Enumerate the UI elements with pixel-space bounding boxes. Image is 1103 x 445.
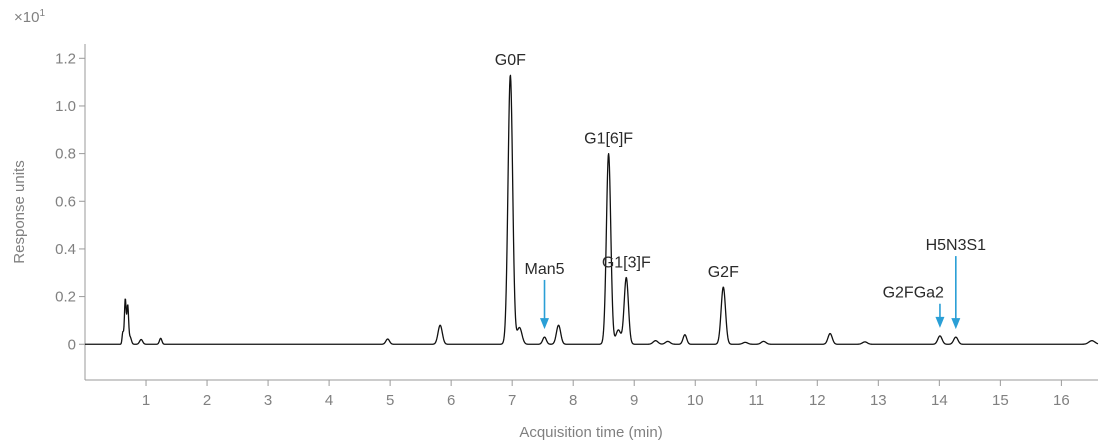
y-tick-label: 0.8 [55, 146, 76, 163]
x-axis-title: Acquisition time (min) [519, 424, 662, 441]
y-tick-label: 1.0 [55, 98, 76, 115]
y-multiplier-base: ×10 [14, 9, 39, 26]
annotation-arrow-head [951, 318, 961, 330]
x-tick-label: 9 [630, 392, 638, 409]
y-tick-label: 0 [68, 336, 76, 353]
y-axis-title: Response units [11, 160, 28, 263]
y-tick-label: 1.2 [55, 50, 76, 67]
y-tick-label: 0.6 [55, 193, 76, 210]
peak-label: G1[6]F [584, 131, 633, 148]
peak-label: G0F [495, 52, 526, 69]
y-tick-label: 0.4 [55, 241, 76, 258]
peak-label: G2FGa2 [883, 285, 944, 302]
peak-annotations: G0F G1[6]F G1[3]F G2F Man5 G2FGa2 H5N3S1 [495, 52, 987, 330]
x-tick-label: 4 [325, 392, 333, 409]
peak-label: G1[3]F [602, 255, 651, 272]
x-tick-label: 12 [809, 392, 826, 409]
y-multiplier-exponent: 1 [39, 8, 45, 19]
annotation-arrow-head [935, 316, 945, 328]
y-ticks: 0 0.2 0.4 0.6 0.8 1.0 1.2 [55, 50, 85, 353]
x-tick-label: 13 [870, 392, 887, 409]
x-tick-label: 11 [748, 392, 764, 409]
x-tick-label: 2 [203, 392, 211, 409]
x-tick-label: 5 [386, 392, 394, 409]
x-tick-label: 14 [931, 392, 948, 409]
peak-label: Man5 [524, 261, 564, 278]
x-tick-label: 1 [142, 392, 150, 409]
peak-label: G2F [708, 264, 739, 281]
y-multiplier-label: ×101 [14, 8, 45, 26]
x-tick-label: 10 [687, 392, 704, 409]
y-tick-label: 0.2 [55, 289, 76, 306]
x-ticks: 1 2 3 4 5 6 7 8 9 10 11 12 13 14 15 16 [142, 380, 1070, 409]
annotation-arrow-head [540, 318, 550, 330]
peak-label: H5N3S1 [926, 237, 987, 254]
chromatogram-trace [84, 74, 1099, 345]
x-tick-label: 8 [569, 392, 577, 409]
x-tick-label: 3 [264, 392, 272, 409]
x-tick-label: 15 [992, 392, 1009, 409]
x-tick-label: 7 [508, 392, 516, 409]
x-tick-label: 16 [1053, 392, 1070, 409]
x-tick-label: 6 [447, 392, 455, 409]
